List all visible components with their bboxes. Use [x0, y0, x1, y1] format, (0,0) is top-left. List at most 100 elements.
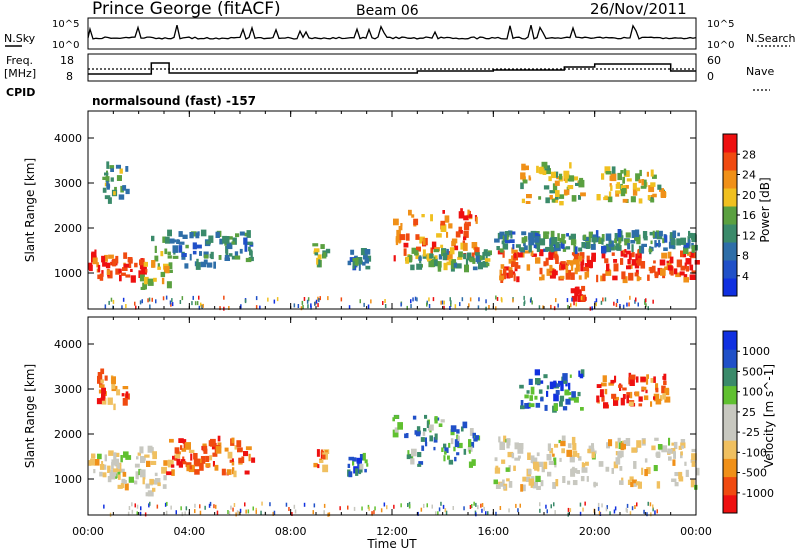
data-cell [205, 455, 210, 462]
colorbar-tick-label: 4 [742, 270, 749, 283]
data-cell [152, 451, 157, 460]
scatter-cell [131, 502, 133, 507]
data-cell [496, 246, 500, 251]
data-cell [438, 254, 443, 260]
scatter-cell [319, 296, 321, 301]
data-cell [190, 231, 197, 237]
data-cell [506, 443, 510, 449]
data-cell [601, 173, 605, 180]
scatter-cell [515, 503, 517, 508]
scatter-cell [171, 298, 173, 303]
data-cell [415, 234, 420, 240]
data-cell [564, 178, 568, 183]
data-cell [208, 235, 214, 243]
data-cell [637, 249, 640, 256]
scatter-cell [380, 508, 383, 513]
data-cell [559, 275, 565, 280]
data-cell [424, 437, 427, 445]
data-cell [663, 247, 668, 251]
data-cell [411, 448, 417, 457]
data-cell [573, 396, 579, 403]
scatter-cell [317, 303, 319, 308]
data-cell [499, 231, 505, 240]
scatter-cell [170, 302, 172, 307]
data-cell [657, 444, 663, 450]
data-cell [670, 448, 676, 454]
scatter-cell [517, 508, 519, 513]
data-cell [580, 476, 585, 482]
scatter-cell [569, 508, 572, 513]
nave-label: Nave [746, 65, 774, 78]
data-cell [347, 463, 351, 468]
data-cell [154, 255, 159, 262]
data-cell [363, 251, 368, 260]
data-cell [134, 463, 140, 468]
data-cell [650, 182, 656, 187]
data-cell [153, 277, 157, 282]
scatter-cell [323, 510, 325, 515]
data-cell [316, 449, 320, 457]
data-cell [528, 244, 532, 253]
data-cell [244, 244, 248, 252]
data-cell [617, 229, 622, 237]
scatter-cell [629, 295, 631, 300]
data-cell [612, 275, 618, 281]
scatter-cell [307, 297, 310, 302]
data-cell [463, 448, 467, 455]
data-cell [104, 454, 107, 462]
data-cell [507, 451, 514, 458]
data-cell [689, 264, 694, 271]
scatter-cell [584, 501, 586, 506]
data-cell [621, 271, 626, 280]
data-cell [565, 398, 571, 405]
data-cell [429, 253, 434, 259]
data-cell [189, 232, 194, 239]
data-cell [202, 443, 207, 447]
data-cell [99, 471, 103, 477]
data-cell [535, 257, 541, 264]
data-cell [582, 462, 586, 471]
data-cell [128, 260, 132, 268]
scatter-cell [312, 510, 314, 515]
data-cell [125, 166, 129, 172]
data-cell [558, 194, 565, 199]
data-cell [229, 459, 233, 463]
scatter-cell [495, 511, 497, 516]
data-cell [91, 453, 96, 459]
data-cell [142, 476, 145, 485]
data-cell [641, 245, 645, 254]
data-cell [394, 415, 399, 419]
data-cell [463, 231, 469, 238]
data-cell [414, 250, 419, 256]
scatter-cell [652, 507, 654, 512]
data-cell [575, 182, 579, 186]
data-cell [630, 482, 634, 488]
data-cell [553, 393, 559, 402]
scatter-cell [573, 301, 575, 306]
data-cell [656, 451, 661, 458]
data-cell [114, 186, 117, 192]
data-cell [121, 272, 126, 276]
data-cell [107, 465, 111, 473]
data-cell [226, 469, 232, 475]
data-cell [317, 254, 322, 260]
scatter-cell [634, 299, 636, 304]
data-cell [652, 193, 657, 198]
data-cell [646, 374, 649, 379]
data-cell [196, 258, 199, 264]
scatter-cell [646, 512, 648, 517]
data-cell [655, 383, 659, 391]
freq-tick-top: 18 [60, 54, 74, 67]
data-cell [535, 378, 541, 385]
data-cell [97, 375, 103, 384]
data-cell [123, 263, 130, 268]
scatter-cell [235, 512, 237, 517]
scatter-cell [127, 511, 130, 516]
data-cell [581, 242, 585, 248]
data-cell [167, 251, 171, 255]
data-cell [117, 484, 123, 489]
data-cell [535, 402, 541, 408]
data-cell [607, 196, 613, 203]
data-cell [134, 262, 138, 268]
